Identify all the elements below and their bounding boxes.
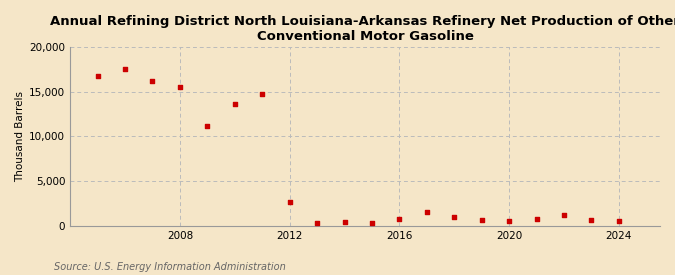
Point: [449, 215, 460, 219]
Point: [119, 67, 130, 72]
Point: [256, 92, 267, 97]
Point: [421, 210, 432, 215]
Title: Annual Refining District North Louisiana-Arkansas Refinery Net Production of Oth: Annual Refining District North Louisiana…: [50, 15, 675, 43]
Point: [614, 218, 624, 223]
Point: [175, 85, 186, 89]
Point: [202, 123, 213, 128]
Point: [504, 218, 514, 223]
Text: Source: U.S. Energy Information Administration: Source: U.S. Energy Information Administ…: [54, 262, 286, 272]
Point: [312, 221, 323, 225]
Point: [394, 216, 405, 221]
Point: [531, 216, 542, 221]
Point: [284, 200, 295, 204]
Point: [230, 102, 240, 106]
Point: [586, 218, 597, 222]
Y-axis label: Thousand Barrels: Thousand Barrels: [15, 91, 25, 182]
Point: [367, 221, 377, 226]
Point: [477, 218, 487, 222]
Point: [92, 74, 103, 79]
Point: [147, 79, 158, 83]
Point: [559, 213, 570, 217]
Point: [339, 220, 350, 224]
